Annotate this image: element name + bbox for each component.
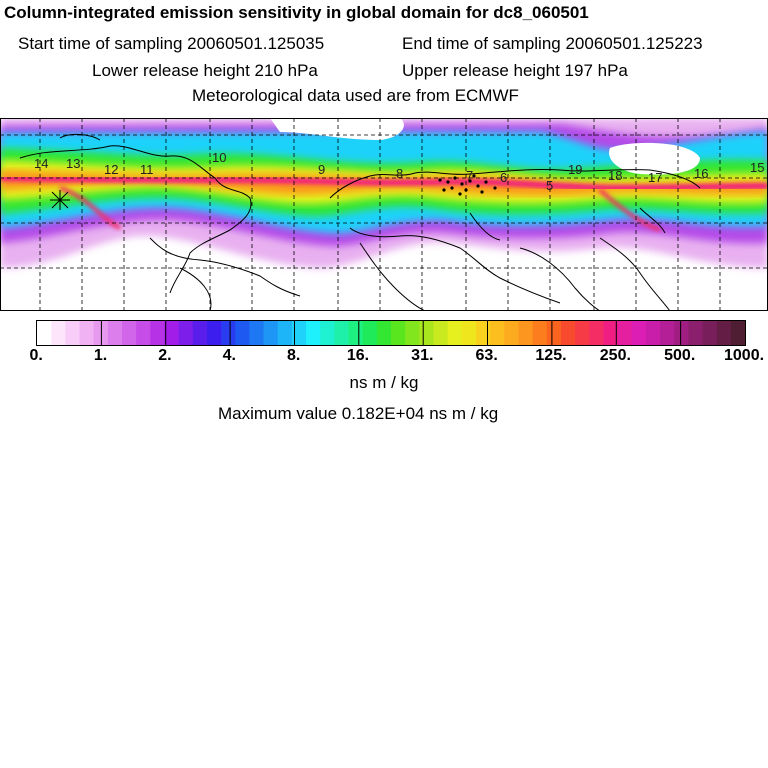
lower-release-height: Lower release height 210 hPa (92, 61, 318, 80)
trajectory-label: 15 (750, 160, 764, 175)
colorbar-swatch (249, 321, 265, 345)
colorbar-swatch (631, 321, 647, 345)
upper-release-height: Upper release height 197 hPa (402, 61, 628, 80)
colorbar-tick-label: 16. (346, 347, 370, 364)
coastlines (19, 133, 701, 311)
colorbar-tick-label: 125. (535, 347, 567, 364)
colorbar-swatch (645, 321, 661, 345)
colorbar-swatch (518, 321, 534, 345)
colorbar-swatch (277, 321, 293, 345)
map-canvas: 14 13 12 11 10 9 8 7 6 5 19 18 17 16 15 (0, 118, 768, 311)
release-location-marker (50, 190, 70, 210)
colorbar-swatch (107, 321, 123, 345)
colorbar-swatch (221, 321, 236, 345)
trajectory-label: 11 (140, 162, 154, 177)
colorbar-unit: ns m / kg (349, 373, 419, 392)
colorbar-swatch (589, 321, 604, 345)
colorbar-swatch (391, 321, 406, 345)
meteorological-data-source: Meteorological data used are from ECMWF (192, 86, 519, 105)
colorbar-swatch (79, 321, 95, 345)
colorbar (36, 320, 746, 346)
colorbar-swatch (405, 321, 420, 345)
colorbar-swatch (716, 321, 732, 345)
colorbar-swatch (560, 321, 576, 345)
colorbar-swatch (306, 321, 321, 345)
colorbar-swatch (121, 321, 137, 345)
colorbar-swatch (65, 321, 81, 345)
emission-sensitivity-map: 14 13 12 11 10 9 8 7 6 5 19 18 17 16 15 (0, 118, 768, 311)
trajectory-label: 19 (568, 162, 582, 177)
trajectory-label: 8 (396, 166, 403, 181)
colorbar-tick-label: 4. (222, 347, 236, 364)
sampling-start-time: Start time of sampling 20060501.125035 (18, 34, 325, 53)
colorbar-swatch (461, 321, 477, 345)
plot-title: Column-integrated emission sensitivity i… (4, 3, 589, 22)
colorbar-swatch (419, 321, 435, 345)
colorbar-swatch (376, 321, 392, 345)
colorbar-tick-label: 500. (664, 347, 696, 364)
trajectory-label: 12 (104, 162, 118, 177)
colorbar-swatch (263, 321, 279, 345)
trajectory-label: 9 (318, 162, 325, 177)
colorbar-swatch (490, 321, 505, 345)
colorbar-swatch (334, 321, 350, 345)
colorbar-tick-label: 63. (475, 347, 498, 364)
colorbar-swatch (504, 321, 520, 345)
colorbar-swatch (291, 321, 307, 345)
maximum-value: Maximum value 0.182E+04 ns m / kg (218, 404, 499, 423)
trajectory-label: 13 (66, 156, 80, 171)
colorbar-swatch (532, 321, 548, 345)
colorbar-swatch (447, 321, 463, 345)
colorbar-swatch (206, 321, 222, 345)
colorbar-tick-label: 0. (29, 347, 43, 364)
colorbar-swatch (475, 321, 491, 345)
colorbar-tick-label: 1. (93, 347, 108, 364)
trajectory-label: 18 (608, 168, 622, 183)
trajectory-labels: 14 13 12 11 10 9 8 7 6 5 19 18 17 16 15 (34, 150, 764, 193)
colorbar-swatch (730, 321, 745, 345)
trajectory-label: 6 (500, 170, 507, 185)
colorbar-tick-label: 8. (286, 347, 301, 364)
colorbar-swatch (674, 321, 689, 345)
colorbar-tick-label: 250. (599, 347, 631, 364)
colorbar-swatch (136, 321, 151, 345)
graticule (0, 118, 768, 311)
colorbar-tick-label: 31. (411, 347, 434, 364)
colorbar-swatch (702, 321, 718, 345)
colorbar-swatch (164, 321, 180, 345)
trajectory-label: 14 (34, 156, 48, 171)
colorbar-swatch (575, 321, 590, 345)
colorbar-swatch (51, 321, 66, 345)
colorbar-swatch (37, 321, 52, 345)
colorbar-swatch (178, 321, 194, 345)
colorbar-swatch (362, 321, 378, 345)
trajectory-label: 16 (694, 166, 708, 181)
trajectory-label: 10 (212, 150, 226, 165)
colorbar-swatch (688, 321, 704, 345)
colorbar-swatch (192, 321, 208, 345)
colorbar-tick-label: 1000. (724, 347, 765, 364)
trajectory-label: 7 (466, 168, 473, 183)
colorbar-swatch (546, 321, 562, 345)
colorbar-swatch (603, 321, 619, 345)
trajectory-label: 5 (546, 178, 553, 193)
colorbar-swatch (433, 321, 449, 345)
colorbar-swatch (150, 321, 166, 345)
colorbar-swatch (348, 321, 364, 345)
colorbar-swatch (660, 321, 675, 345)
colorbar-swatch (235, 321, 250, 345)
sampling-end-time: End time of sampling 20060501.125223 (402, 34, 703, 53)
colorbar-swatches (37, 321, 745, 345)
trajectory-label: 17 (648, 170, 662, 185)
sensitivity-plume (0, 118, 768, 311)
colorbar-tick-label: 2. (158, 347, 172, 364)
colorbar-swatch (320, 321, 335, 345)
colorbar-swatch (617, 321, 633, 345)
